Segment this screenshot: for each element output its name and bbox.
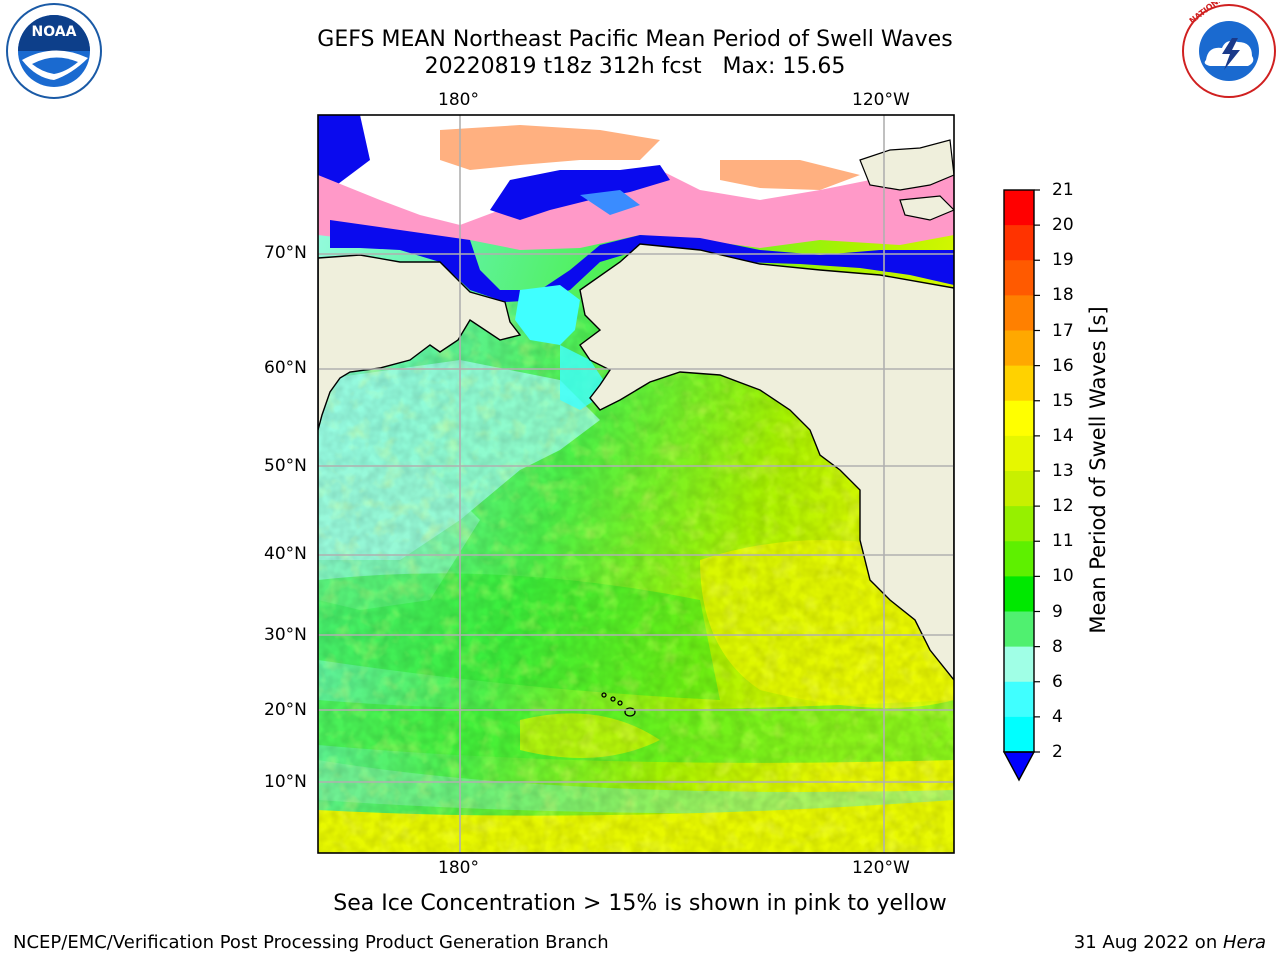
colorbar-segment [1004, 400, 1034, 437]
colorbar-segment [1004, 716, 1034, 753]
footer-date-text: 31 Aug 2022 on [1073, 932, 1223, 953]
colorbar-segment [1004, 225, 1034, 261]
colorbar-segment [1004, 506, 1034, 542]
colorbar-tick-label: 12 [1052, 496, 1074, 517]
colorbar-segment [1004, 576, 1034, 612]
lon-label-bottom-180: 180° [438, 858, 479, 878]
lat-label-50n: 50°N [264, 456, 307, 476]
hawaii-islands [601, 692, 636, 717]
noaa-logo-text: NOAA [32, 24, 77, 40]
lat-label-40n: 40°N [264, 544, 307, 564]
colorbar-tick-label: 10 [1052, 566, 1074, 587]
noaa-logo: NOAA [6, 3, 102, 99]
land-alaska-canada [579, 243, 954, 682]
colorbar-tick-label: 13 [1052, 461, 1074, 481]
nws-logo: NATIONAL WEATHER SERVICE [1182, 2, 1280, 98]
colorbar-tick-label: 20 [1052, 215, 1074, 236]
colorbar-segment [1004, 295, 1034, 331]
map-frame [317, 114, 955, 854]
colorbar-segment [1004, 190, 1034, 226]
colorbar-tick-label: 9 [1052, 601, 1063, 622]
lon-label-bottom-120w: 120°W [852, 858, 910, 878]
colorbar-segment [1004, 681, 1034, 718]
colorbar-segment [1004, 435, 1034, 472]
land-siberia [318, 254, 522, 431]
colorbar-segment [1004, 471, 1034, 507]
colorbar-segment [1004, 365, 1034, 402]
colorbar-segment [1004, 611, 1034, 648]
colorbar-tick-label: 11 [1052, 531, 1074, 552]
colorbar-tick-label: 6 [1052, 671, 1063, 692]
colorbar [1002, 189, 1040, 782]
colorbar-tick-label: 15 [1052, 390, 1074, 411]
colorbar-tick-label: 4 [1052, 706, 1063, 727]
colorbar-tick-label: 17 [1052, 320, 1074, 341]
colorbar-label: Mean Period of Swell Waves [s] [1086, 306, 1110, 634]
footer-credit: NCEP/EMC/Verification Post Processing Pr… [13, 932, 609, 953]
colorbar-tick-label: 16 [1052, 355, 1074, 376]
caption: Sea Ice Concentration > 15% is shown in … [333, 891, 947, 916]
lat-label-60n: 60°N [264, 358, 307, 378]
colorbar-segment [1004, 260, 1034, 296]
lon-label-top-180: 180° [438, 90, 479, 110]
lat-label-30n: 30°N [264, 625, 307, 645]
footer-date: 31 Aug 2022 on Hera [1074, 932, 1266, 953]
chart-subtitle: 20220819 t18z 312h fcst Max: 15.65 [424, 54, 846, 79]
colorbar-segment [1004, 541, 1034, 577]
colorbar-tick-label: 18 [1052, 285, 1074, 306]
lat-label-10n: 10°N [264, 772, 307, 792]
colorbar-segment [1004, 646, 1034, 683]
colorbar-tick-label: 2 [1052, 742, 1063, 762]
colorbar-tick-label: 19 [1052, 250, 1074, 271]
colorbar-tick-label: 14 [1052, 425, 1074, 446]
lat-label-20n: 20°N [264, 700, 307, 720]
chart-title: GEFS MEAN Northeast Pacific Mean Period … [317, 27, 953, 52]
graticule [318, 115, 954, 853]
lat-label-70n: 70°N [264, 243, 307, 263]
lon-label-top-120w: 120°W [852, 90, 910, 110]
colorbar-under-triangle [1002, 751, 1036, 782]
colorbar-tick-label: 8 [1052, 636, 1063, 657]
colorbar-segment [1004, 330, 1034, 367]
colorbar-tick-label: 21 [1052, 180, 1074, 200]
footer-host: Hera [1222, 932, 1266, 953]
